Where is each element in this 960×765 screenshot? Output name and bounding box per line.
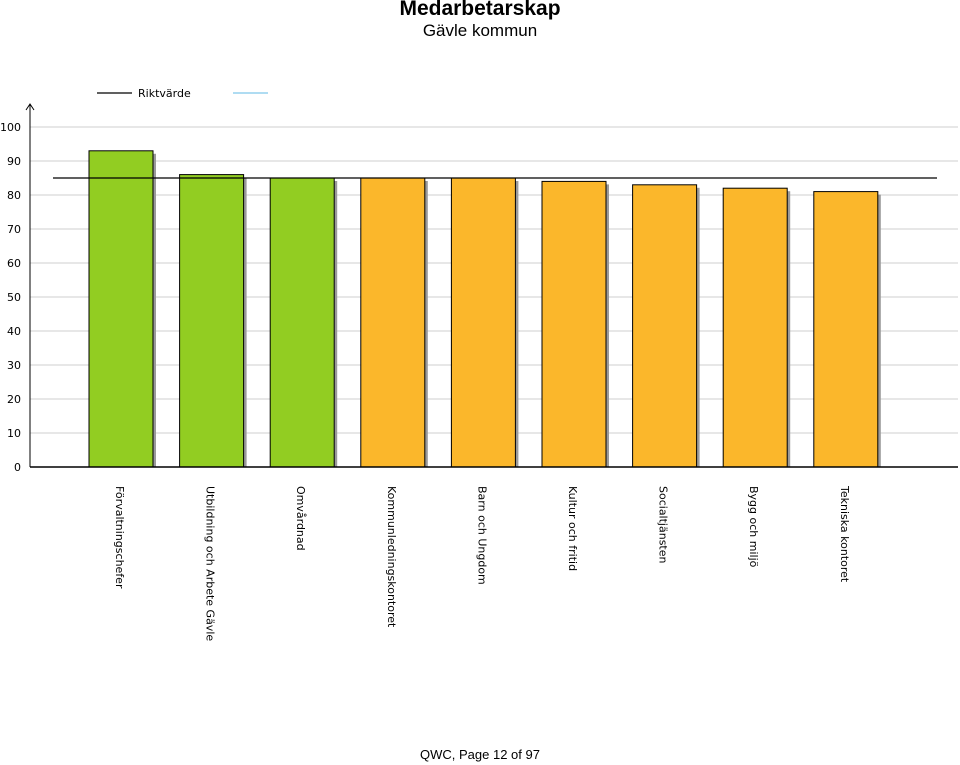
bar xyxy=(632,184,698,468)
bar xyxy=(88,150,154,468)
y-tick-label: 10 xyxy=(7,427,21,440)
y-tick-label: 50 xyxy=(7,291,21,304)
y-tick-label: 40 xyxy=(7,325,21,338)
y-tick-label: 0 xyxy=(14,461,21,474)
chart-title: Medarbetarskap xyxy=(399,0,561,20)
x-category-label: Förvaltningschefer xyxy=(113,486,126,589)
bar xyxy=(722,187,788,468)
bar xyxy=(813,191,879,468)
chart-subtitle: Gävle kommun xyxy=(422,21,538,40)
bar xyxy=(541,180,607,468)
y-tick-label: 20 xyxy=(7,393,21,406)
x-category-label: Barn och Ungdom xyxy=(475,486,488,585)
y-axis-arrow xyxy=(25,103,35,111)
y-tick-label: 90 xyxy=(7,155,21,168)
bar-chart: 0 10 20 30 40 50 60 70 80 90 100 Förvaltningschefer… xyxy=(0,87,958,641)
x-category-label: Bygg och miljö xyxy=(747,486,760,568)
y-tick-label: 80 xyxy=(7,189,21,202)
x-category-label: Kultur och fritid xyxy=(566,486,579,571)
bar xyxy=(450,177,516,468)
bar xyxy=(269,177,335,468)
bar xyxy=(179,174,245,468)
x-category-label: Omvårdnad xyxy=(294,486,307,551)
x-category-label: Socialtjänsten xyxy=(657,486,670,564)
y-tick-label: 60 xyxy=(7,257,21,270)
y-tick-label: 70 xyxy=(7,223,21,236)
page-footer: QWC, Page 12 of 97 xyxy=(420,747,540,762)
y-tick-label: 30 xyxy=(7,359,21,372)
x-category-label: Tekniska kontoret xyxy=(838,485,851,583)
x-category-label: Kommunledningskontoret xyxy=(385,486,398,628)
legend-label: Riktvärde xyxy=(138,87,191,100)
bar xyxy=(360,177,426,468)
y-tick-label: 100 xyxy=(0,121,21,134)
x-category-label: Utbildning och Arbete Gävle xyxy=(204,486,217,641)
